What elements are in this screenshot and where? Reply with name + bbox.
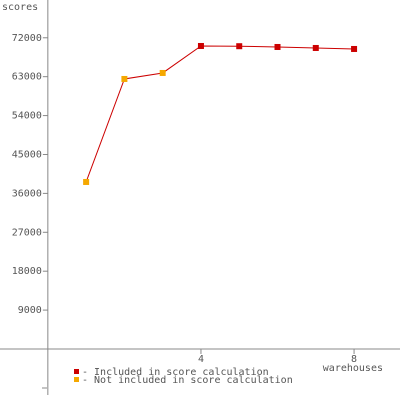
y-tick-label: 54000	[12, 111, 42, 122]
y-tick-label: 9000	[18, 305, 42, 316]
legend-swatch	[74, 369, 79, 374]
point	[121, 75, 128, 82]
point	[312, 44, 319, 51]
y-tick-label: 36000	[12, 188, 42, 199]
y-tick-label: 45000	[12, 149, 42, 160]
x-tick-label: 4	[198, 354, 204, 365]
legend-label: - Not included in score calculation	[82, 375, 293, 386]
point	[236, 43, 243, 50]
y-tick-label: 27000	[12, 227, 42, 238]
legend-swatch	[74, 377, 79, 382]
x-tick-label: 8	[351, 354, 357, 365]
line	[85, 45, 355, 183]
point	[351, 45, 358, 52]
legend-label: - Included in score calculation	[82, 367, 269, 378]
y-tick-label: 63000	[12, 72, 42, 83]
point	[274, 43, 281, 50]
y-axis-label: scores	[2, 2, 38, 13]
point	[83, 178, 90, 185]
point	[159, 69, 166, 76]
point	[197, 42, 204, 49]
y-tick-label: 18000	[12, 266, 42, 277]
x-axis-label: warehouses	[323, 363, 383, 374]
y-tick-label: 72000	[12, 33, 42, 44]
